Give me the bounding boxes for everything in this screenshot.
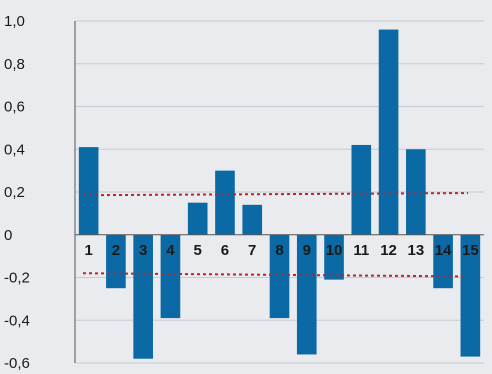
bar-13	[406, 149, 426, 235]
bar-15	[460, 234, 481, 357]
bar-6	[215, 170, 235, 235]
bar-3	[133, 234, 153, 359]
y-tick-label: 0,6	[4, 99, 25, 116]
bar-1	[78, 147, 99, 235]
bar-12	[378, 29, 399, 235]
category-label: 8	[275, 242, 283, 259]
y-tick-labels: 1,0 0,8 0,6 0,4 0,2 0 -0,2 -0,4 -0,6	[4, 13, 30, 372]
reference-line-1	[82, 192, 469, 197]
category-labels: 1 2 3 4 5 6 7 8 9 10 11 12 13 14 15	[84, 242, 478, 259]
bar-11	[351, 144, 372, 235]
category-label: 4	[166, 242, 175, 259]
axes	[74, 21, 484, 363]
y-tick-label: 0,2	[4, 184, 25, 201]
category-label: 9	[303, 242, 311, 259]
category-label: 13	[407, 242, 424, 259]
category-label: 6	[221, 242, 229, 259]
bar-5	[187, 202, 208, 235]
bar-4	[160, 234, 181, 319]
category-label: 10	[326, 242, 343, 259]
bars	[78, 29, 481, 359]
y-tick-label: -0,6	[4, 355, 30, 372]
bar-2	[106, 234, 126, 289]
category-label: 15	[462, 242, 479, 259]
category-label: 12	[380, 242, 397, 259]
reference-lines	[82, 192, 469, 278]
y-tick-label: 1,0	[4, 13, 25, 30]
reference-line-2	[82, 272, 469, 278]
bar-9	[296, 234, 317, 355]
category-label: 1	[84, 242, 92, 259]
category-label: 11	[353, 242, 369, 259]
y-tick-label: -0,2	[4, 270, 30, 287]
y-tick-label: 0,8	[4, 56, 25, 73]
bar-14	[433, 234, 453, 289]
category-label: 14	[435, 242, 452, 259]
y-tick-label: 0,4	[4, 141, 25, 158]
y-tick-label: -0,4	[4, 312, 30, 329]
y-tick-label: 0	[4, 227, 12, 244]
bar-7	[242, 204, 263, 235]
bar-8	[269, 234, 290, 319]
category-label: 3	[139, 242, 147, 259]
category-label: 7	[248, 242, 256, 259]
category-label: 2	[112, 242, 120, 259]
bar-10	[324, 234, 344, 280]
category-label: 5	[194, 242, 202, 259]
